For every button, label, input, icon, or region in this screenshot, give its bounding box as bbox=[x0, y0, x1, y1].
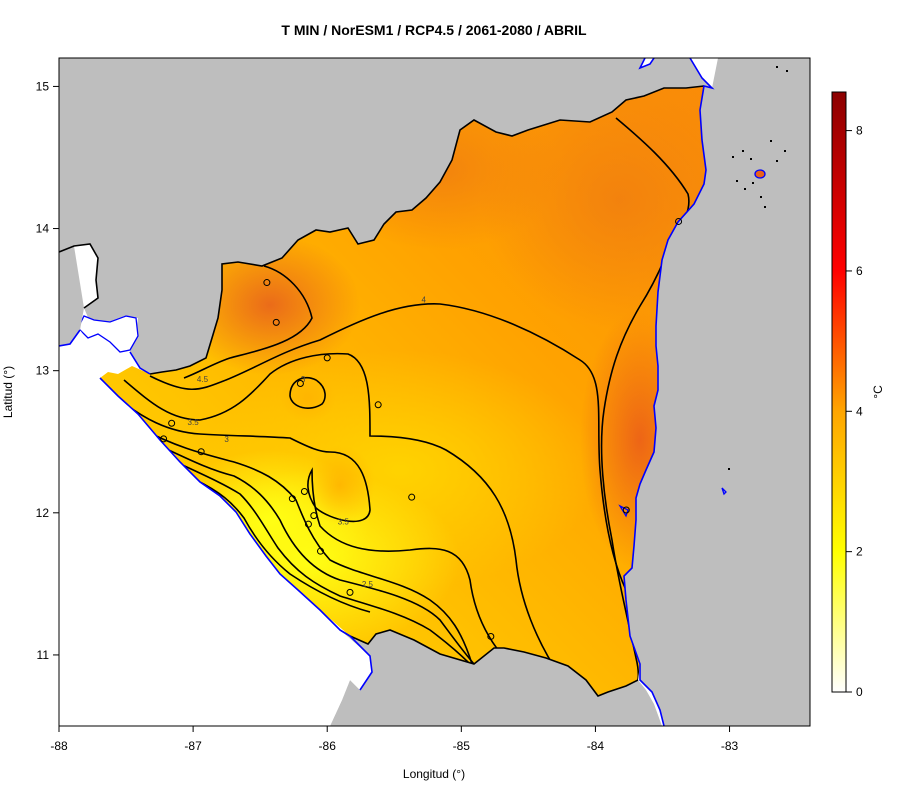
x-tick-label: -86 bbox=[319, 739, 337, 753]
station-marker bbox=[622, 506, 630, 514]
pacific-coastline bbox=[59, 329, 373, 691]
y-axis: 11 12 13 14 15 bbox=[36, 79, 59, 662]
contour-labels: 4.5 4 3 3.5 3 3.5 2.5 bbox=[188, 296, 427, 589]
station-marker bbox=[675, 217, 683, 225]
caribbean-region bbox=[624, 58, 810, 726]
x-tick-label: -85 bbox=[453, 739, 471, 753]
y-tick-label: 12 bbox=[36, 506, 50, 520]
station-marker bbox=[288, 495, 296, 503]
station-marker bbox=[296, 379, 304, 387]
station-marker bbox=[408, 493, 416, 501]
x-tick-label: -88 bbox=[50, 739, 68, 753]
plot-frame bbox=[58, 57, 811, 727]
contour-label: 3 bbox=[301, 375, 306, 384]
land-costa-rica bbox=[330, 630, 662, 726]
colorbar-tick-label: 4 bbox=[856, 404, 863, 418]
chart-title: T MIN / NorESM1 / RCP4.5 / 2061-2080 / A… bbox=[281, 22, 587, 38]
caribbean-islet bbox=[721, 487, 727, 496]
station-marker bbox=[197, 448, 205, 456]
station-marker bbox=[346, 588, 354, 596]
honduras-border bbox=[59, 243, 99, 309]
colorbar-label: °C bbox=[871, 385, 885, 399]
colorbar-tick-label: 2 bbox=[856, 545, 863, 559]
station-marker bbox=[323, 354, 331, 362]
y-tick-label: 14 bbox=[36, 222, 50, 236]
map-layers: 4.5 4 3 3.5 3 3.5 2.5 bbox=[59, 58, 810, 726]
station-marker bbox=[272, 318, 280, 326]
pacific-region bbox=[59, 330, 372, 726]
caribbean-coastline bbox=[623, 58, 715, 726]
y-tick-label: 13 bbox=[36, 364, 50, 378]
station-marker bbox=[317, 547, 325, 555]
gulf-of-fonseca bbox=[77, 315, 139, 353]
colorbar bbox=[831, 91, 847, 693]
land-honduras bbox=[59, 58, 712, 374]
colorbar-ticks: 0 2 4 6 8 bbox=[846, 124, 863, 699]
x-axis: -88 -87 -86 -85 -84 -83 bbox=[50, 726, 739, 753]
y-tick-label: 15 bbox=[36, 79, 50, 93]
station-marker bbox=[487, 632, 495, 640]
station-marker bbox=[263, 279, 271, 287]
station-marker bbox=[160, 435, 168, 443]
contour-label: 2.5 bbox=[362, 580, 374, 589]
station-marker bbox=[304, 520, 312, 528]
contour-label: 4.5 bbox=[197, 375, 209, 384]
station-marker bbox=[310, 512, 318, 520]
x-tick-label: -83 bbox=[721, 739, 739, 753]
colorbar-tick-label: 6 bbox=[856, 264, 863, 278]
x-tick-label: -84 bbox=[587, 739, 605, 753]
station-marker bbox=[300, 487, 308, 495]
nicaragua-outline bbox=[149, 85, 705, 697]
contour-label: 3.5 bbox=[188, 418, 200, 427]
y-tick-label: 11 bbox=[37, 648, 50, 662]
contour-label: 3 bbox=[224, 435, 229, 444]
station-marker bbox=[374, 401, 382, 409]
colorbar-tick-label: 8 bbox=[856, 124, 863, 138]
contour-label: 4 bbox=[422, 296, 427, 305]
y-axis-label: Latitud (°) bbox=[1, 366, 15, 418]
corn-island bbox=[754, 169, 766, 179]
land-el-salvador bbox=[59, 246, 84, 346]
contour-label: 3.5 bbox=[338, 517, 350, 526]
x-axis-label: Longitud (°) bbox=[403, 767, 465, 781]
x-tick-label: -87 bbox=[184, 739, 202, 753]
stations bbox=[160, 217, 683, 640]
station-marker bbox=[168, 419, 176, 427]
colorbar-tick-label: 0 bbox=[856, 685, 863, 699]
